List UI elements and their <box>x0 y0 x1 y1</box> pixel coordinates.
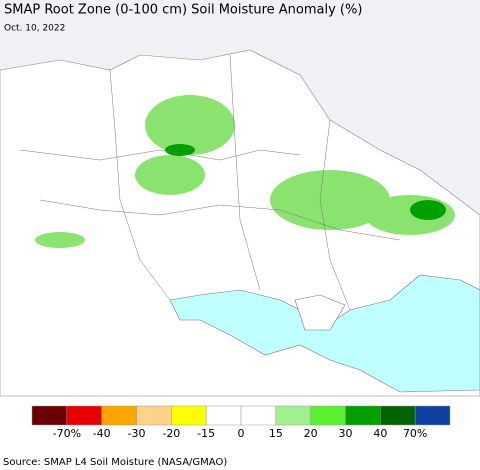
date: Oct. 10, 2022 <box>4 24 65 34</box>
legend: -70% -40 -30 -20 -15 0 15 20 30 40 70% <box>31 405 451 440</box>
legend-label: -20 <box>162 427 180 440</box>
title: SMAP Root Zone (0-100 cm) Soil Moisture … <box>4 3 362 18</box>
legend-swatch <box>66 405 102 426</box>
legend-swatch <box>345 405 381 426</box>
legend-label: -15 <box>197 427 215 440</box>
legend-swatch <box>136 405 172 426</box>
legend-label: 20 <box>304 427 318 440</box>
legend-swatch <box>240 405 277 426</box>
legend-label: 30 <box>339 427 353 440</box>
legend-label: 0 <box>238 427 245 440</box>
legend-swatch <box>101 405 137 426</box>
legend-label: -70% <box>53 427 81 440</box>
legend-label: -30 <box>128 427 146 440</box>
sea <box>169 274 480 393</box>
legend-label: 40 <box>373 427 387 440</box>
legend-swatch <box>171 405 207 426</box>
legend-swatch <box>380 405 416 426</box>
legend-label: 15 <box>269 427 283 440</box>
legend-swatch <box>414 405 451 426</box>
legend-label: -40 <box>93 427 111 440</box>
crimea <box>294 294 346 331</box>
legend-swatch <box>205 405 242 426</box>
legend-label: 70% <box>403 427 427 440</box>
legend-swatch <box>310 405 346 426</box>
very-wet-areas <box>165 144 446 220</box>
legend-swatch <box>31 405 68 426</box>
legend-swatch <box>275 405 311 426</box>
borders <box>19 54 401 311</box>
source: Source: SMAP L4 Soil Moisture (NASA/GMAO… <box>3 457 227 468</box>
wet-areas <box>35 95 455 248</box>
map <box>0 0 480 397</box>
